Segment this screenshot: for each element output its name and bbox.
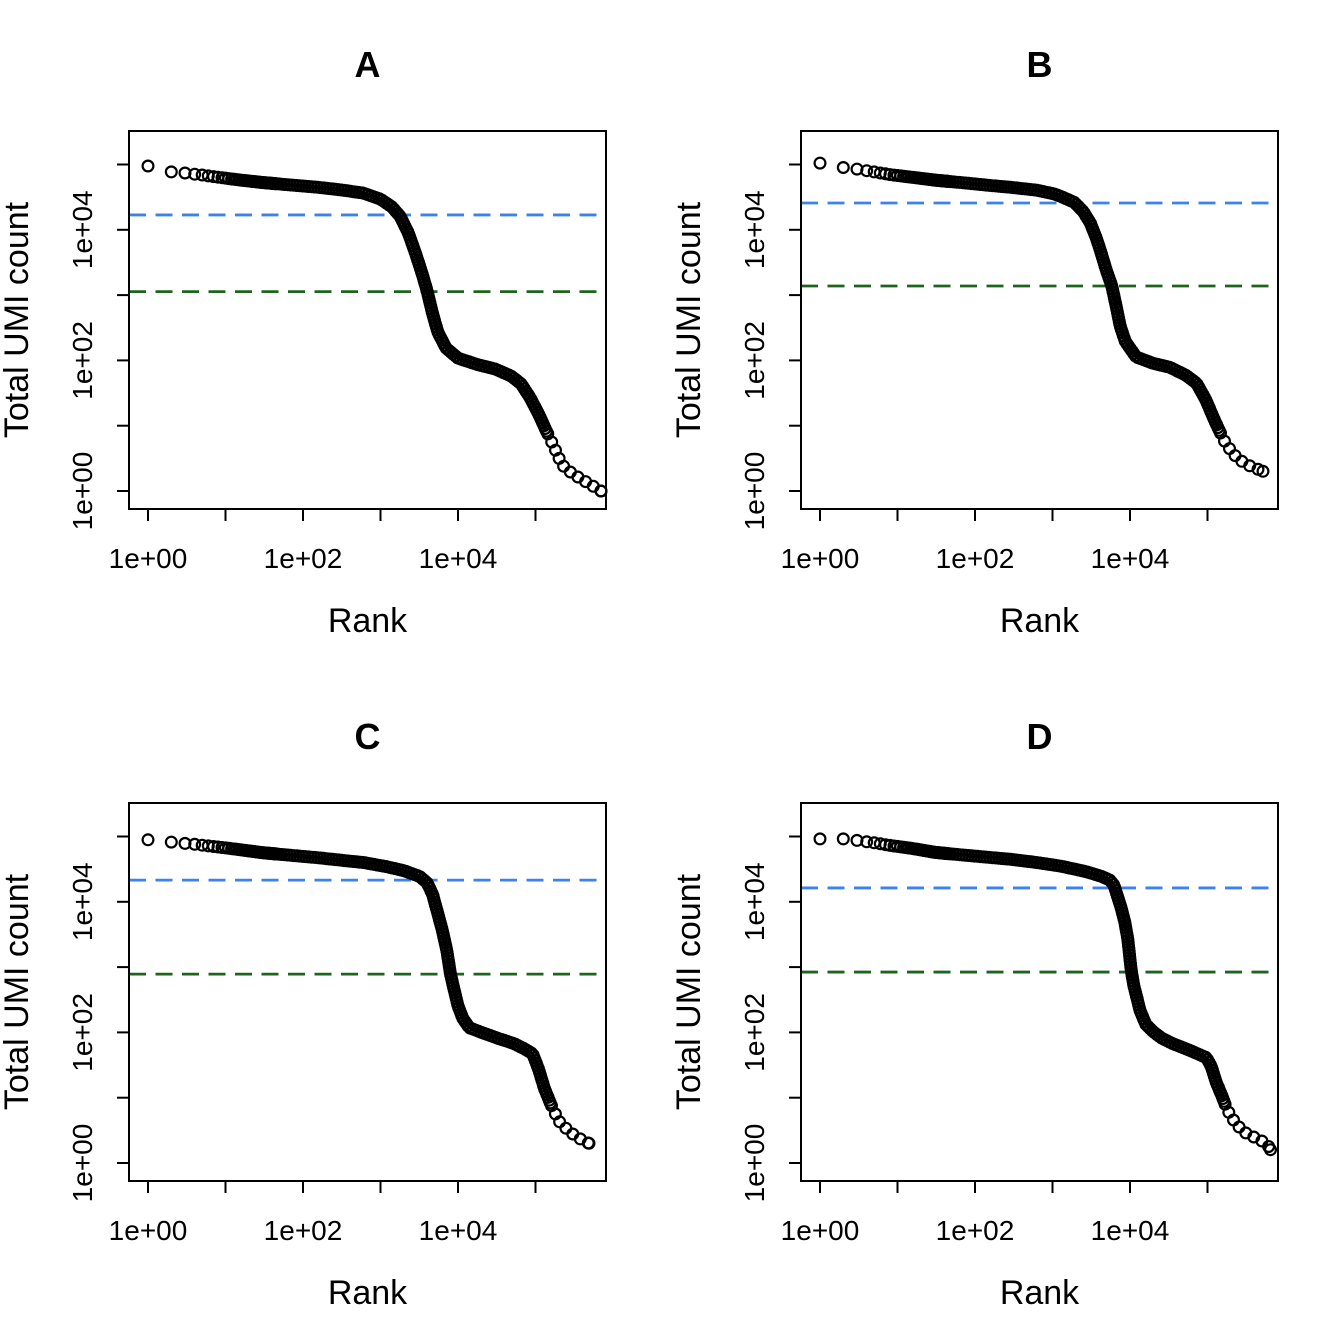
panel-C-points xyxy=(141,833,596,1150)
x-tick-label: 1e+02 xyxy=(264,543,343,574)
x-axis-title: Rank xyxy=(328,1274,408,1312)
y-axis-title: Total UMI count xyxy=(672,201,708,438)
x-tick-label: 1e+00 xyxy=(781,543,860,574)
x-tick-label: 1e+00 xyxy=(109,1215,188,1246)
data-point xyxy=(582,1136,596,1150)
y-tick-label: 1e+00 xyxy=(739,452,770,531)
y-tick-label: 1e+04 xyxy=(739,190,770,269)
data-point xyxy=(207,170,221,184)
y-tick-label: 1e+00 xyxy=(739,1124,770,1203)
data-point xyxy=(836,161,850,175)
data-point xyxy=(141,159,155,173)
y-tick-label: 1e+04 xyxy=(739,862,770,941)
y-axis-title: Total UMI count xyxy=(0,201,36,438)
data-point xyxy=(813,832,827,846)
panel-a-title: A xyxy=(354,44,381,85)
data-point xyxy=(188,837,202,851)
x-tick-label: 1e+02 xyxy=(936,1215,1015,1246)
y-tick-label: 1e+02 xyxy=(739,993,770,1072)
data-point xyxy=(188,167,202,181)
plot-box xyxy=(800,130,1279,510)
panel-D-plot: 1e+00 1e+00 1e+02 1e+02 1e+04 1e+04 Rank Total … xyxy=(672,802,1279,1312)
x-tick-label: 1e+04 xyxy=(419,543,498,574)
panel-C-plot: 1e+00 1e+00 1e+02 1e+02 1e+04 1e+04 Rank Total … xyxy=(0,802,607,1312)
x-tick-label: 1e+04 xyxy=(1091,1215,1170,1246)
data-point xyxy=(164,165,178,179)
y-tick-label: 1e+02 xyxy=(67,993,98,1072)
data-point xyxy=(879,838,893,852)
panel-B-plot: 1e+00 1e+00 1e+02 1e+02 1e+04 1e+04 Rank Total … xyxy=(672,130,1279,640)
x-tick-label: 1e+04 xyxy=(419,1215,498,1246)
panel-A-plot: 1e+00 1e+00 1e+02 1e+02 1e+04 1e+04 Rank Total … xyxy=(0,130,608,640)
plot-box xyxy=(128,130,607,510)
data-point xyxy=(141,833,155,847)
data-point xyxy=(813,156,827,170)
x-tick-label: 1e+00 xyxy=(781,1215,860,1246)
y-tick-label: 1e+02 xyxy=(67,321,98,400)
panel-d-title: D xyxy=(1026,716,1053,757)
y-tick-label: 1e+02 xyxy=(739,321,770,400)
x-tick-label: 1e+02 xyxy=(264,1215,343,1246)
data-point xyxy=(860,835,874,849)
y-tick-label: 1e+00 xyxy=(67,1124,98,1203)
panel-A-points xyxy=(141,159,608,498)
data-point xyxy=(1263,1143,1277,1157)
x-axis-title: Rank xyxy=(328,602,408,640)
x-tick-label: 1e+02 xyxy=(936,543,1015,574)
data-point xyxy=(1256,464,1270,478)
data-point xyxy=(207,840,221,854)
data-point xyxy=(559,1121,573,1135)
data-point xyxy=(836,832,850,846)
y-axis-title: Total UMI count xyxy=(672,873,708,1110)
panel-D-points xyxy=(813,832,1277,1157)
y-tick-label: 1e+00 xyxy=(67,452,98,531)
data-point xyxy=(860,164,874,178)
panel-c-title: C xyxy=(354,716,381,757)
y-axis-title: Total UMI count xyxy=(0,873,36,1110)
y-tick-label: 1e+04 xyxy=(67,190,98,269)
x-axis-title: Rank xyxy=(1000,1274,1080,1312)
x-tick-label: 1e+00 xyxy=(109,543,188,574)
plot-box xyxy=(800,802,1279,1182)
plot-box xyxy=(128,802,607,1182)
x-tick-label: 1e+04 xyxy=(1091,543,1170,574)
panel-B-points xyxy=(813,156,1270,478)
panel-b-title: B xyxy=(1026,44,1053,85)
x-axis-title: Rank xyxy=(1000,602,1080,640)
data-point xyxy=(164,835,178,849)
y-tick-label: 1e+04 xyxy=(67,862,98,941)
